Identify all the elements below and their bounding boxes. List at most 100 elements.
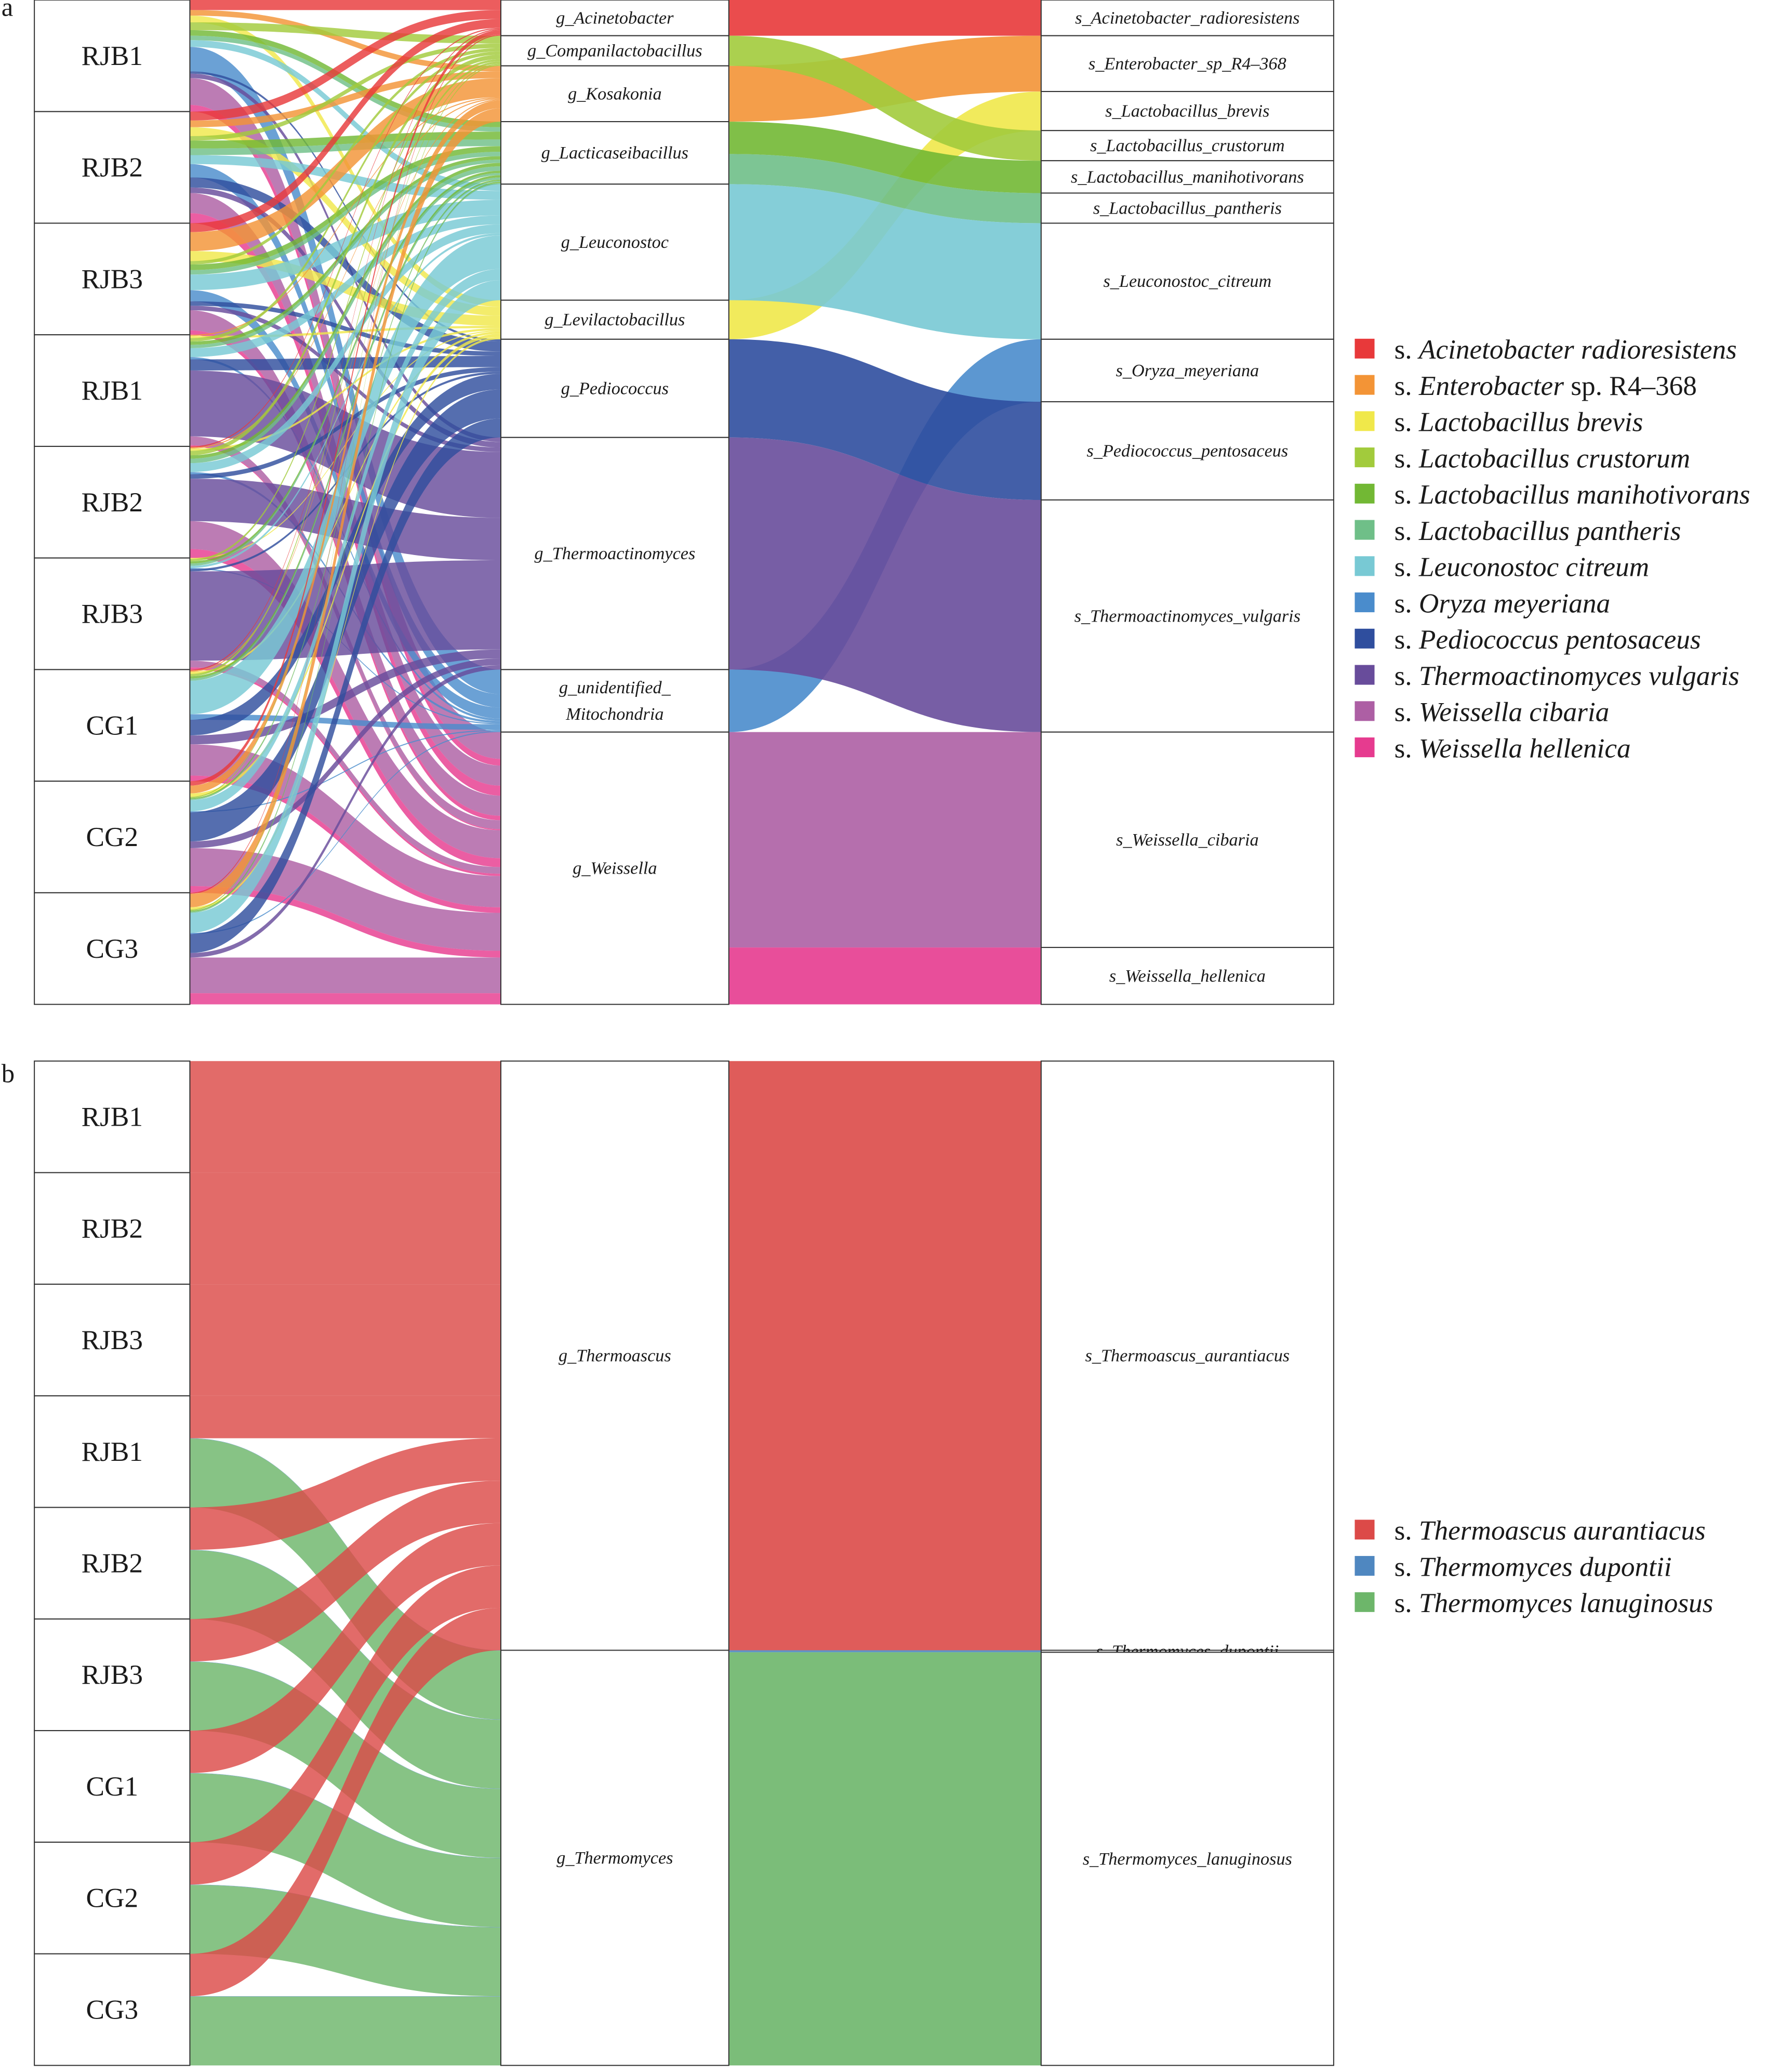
flow-link bbox=[190, 166, 501, 464]
sample-label: RJB1 bbox=[82, 1436, 143, 1467]
flow-link bbox=[190, 848, 501, 951]
flow-link bbox=[190, 1172, 501, 1285]
flow-link bbox=[190, 187, 501, 448]
species-label: s_Leuconostoc_citreum bbox=[1103, 271, 1271, 291]
legend-entry: s. Thermomyces lanuginosus bbox=[1395, 1588, 1714, 1618]
flow-link bbox=[190, 215, 501, 358]
genus-label: g_Thermoascus bbox=[559, 1346, 671, 1366]
genus-label: g_Levilactobacillus bbox=[545, 310, 685, 329]
flow-link bbox=[190, 155, 501, 200]
genus-label: g_Thermoactinomyces bbox=[534, 544, 695, 563]
flow-link bbox=[190, 1607, 501, 1997]
species-label: s_Thermoactinomyces_vulgaris bbox=[1074, 606, 1300, 626]
legend-swatch bbox=[1355, 737, 1375, 758]
flow-link bbox=[190, 183, 501, 913]
genus-species-band bbox=[728, 35, 1041, 161]
sample-node bbox=[34, 0, 191, 112]
sample-node bbox=[34, 1060, 191, 1173]
genus-label: g_Leuconostoc bbox=[561, 232, 669, 252]
species-label: s_Lactobacillus_pantheris bbox=[1093, 198, 1282, 218]
species-label: s_Lactobacillus_brevis bbox=[1105, 101, 1269, 121]
flow-link bbox=[190, 993, 501, 1005]
legend-swatch bbox=[1355, 665, 1375, 685]
flow-link bbox=[190, 200, 501, 291]
sample-node bbox=[34, 1841, 191, 1955]
genus-species-band bbox=[728, 732, 1041, 948]
genus-species-band bbox=[728, 184, 1041, 339]
legend-swatch bbox=[1355, 592, 1375, 613]
legend-entry: s. Lactobacillus crustorum bbox=[1395, 443, 1691, 473]
flow-link bbox=[190, 63, 501, 798]
flow-link bbox=[190, 306, 501, 452]
flow-link bbox=[190, 43, 501, 141]
flow-link bbox=[190, 100, 501, 794]
sample-label: CG3 bbox=[86, 933, 138, 964]
flow-link bbox=[190, 22, 501, 44]
sample-label: CG3 bbox=[86, 1994, 138, 2025]
genus-label: g_Lacticaseibacillus bbox=[541, 143, 688, 163]
flow-link bbox=[190, 19, 501, 232]
genus-species-band bbox=[728, 154, 1041, 223]
genus-node bbox=[500, 437, 729, 670]
panel-b-fungal-sankey: RJB1 RJB2 RJB3 RJB1 RJB2 RJB3 CG1 CG2 CG3 g_Therm… bbox=[2, 1059, 1714, 2066]
sample-node bbox=[34, 111, 191, 224]
legend-swatch bbox=[1355, 411, 1375, 431]
genus-label: g_Thermomyces bbox=[556, 1848, 673, 1868]
flow-link bbox=[190, 235, 501, 715]
flow-link bbox=[190, 64, 501, 911]
genus-species-band bbox=[728, 1650, 1041, 1653]
flow-link bbox=[190, 730, 501, 813]
flow-link bbox=[190, 301, 501, 357]
legend-swatch bbox=[1355, 1592, 1375, 1612]
genus-node bbox=[500, 65, 729, 123]
sample-label: CG1 bbox=[86, 710, 138, 741]
sample-node bbox=[34, 557, 191, 670]
species-node bbox=[1040, 731, 1334, 948]
sample-label: RJB2 bbox=[82, 1548, 143, 1579]
panel-label: b bbox=[2, 1059, 15, 1088]
genus-species-band bbox=[728, 947, 1041, 1005]
legend-swatch bbox=[1355, 338, 1375, 359]
sample-node bbox=[34, 1172, 191, 1285]
flow-link bbox=[190, 1523, 501, 1773]
flow-link bbox=[190, 10, 501, 121]
sample-label: CG1 bbox=[86, 1771, 138, 1802]
flow-link bbox=[190, 97, 501, 336]
sample-node bbox=[34, 1953, 191, 2066]
genus-label: g_Acinetobacter bbox=[556, 8, 674, 28]
genus-node bbox=[500, 731, 729, 1005]
flow-link bbox=[190, 179, 501, 799]
sample-label: RJB2 bbox=[82, 487, 143, 518]
species-node bbox=[1040, 1060, 1334, 1651]
flow-link bbox=[190, 51, 501, 342]
panel-label: a bbox=[2, 0, 14, 21]
species-node bbox=[1040, 192, 1334, 224]
legend-swatch bbox=[1355, 701, 1375, 721]
sample-node bbox=[34, 222, 191, 336]
sample-node bbox=[34, 1395, 191, 1508]
species-node bbox=[1040, 160, 1334, 194]
genus-label: g_Kosakonia bbox=[568, 84, 662, 103]
legend-entry: s. Enterobacter sp. R4–368 bbox=[1395, 370, 1697, 401]
genus-species-band bbox=[728, 35, 1041, 122]
genus-node bbox=[500, 669, 729, 733]
flow-link bbox=[190, 73, 501, 442]
species-node bbox=[1040, 401, 1334, 501]
flow-link bbox=[190, 29, 501, 671]
flow-link bbox=[190, 1438, 501, 1550]
legend-entry: s. Oryza meyeriana bbox=[1395, 588, 1611, 618]
flow-link bbox=[190, 1395, 501, 1438]
sample-node bbox=[34, 892, 191, 1005]
flow-link bbox=[190, 667, 501, 876]
flow-link bbox=[190, 661, 501, 874]
genus-label: Mitochondria bbox=[565, 704, 663, 724]
sample-label: RJB1 bbox=[82, 41, 143, 71]
flow-link bbox=[190, 30, 501, 127]
flow-link bbox=[190, 337, 501, 910]
flow-link bbox=[190, 61, 501, 677]
legend-entry: s. Pediococcus pentosaceus bbox=[1395, 624, 1701, 655]
genus-label: g_unidentified_ bbox=[559, 678, 671, 697]
flow-link bbox=[190, 71, 501, 127]
flow-link bbox=[190, 182, 501, 912]
species-label: s_Enterobacter_sp_R4–368 bbox=[1088, 54, 1286, 73]
